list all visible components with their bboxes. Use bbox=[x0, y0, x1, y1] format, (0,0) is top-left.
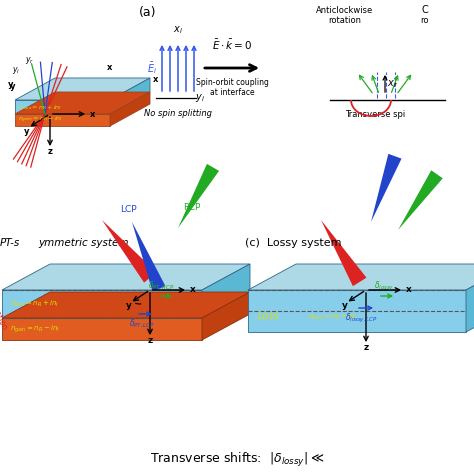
Text: z: z bbox=[364, 343, 369, 352]
Text: $y_i$: $y_i$ bbox=[195, 92, 205, 104]
Text: PT-polarization: PT-polarization bbox=[0, 276, 8, 332]
Text: PT-s: PT-s bbox=[0, 238, 20, 248]
Polygon shape bbox=[2, 290, 202, 318]
Text: x: x bbox=[107, 63, 112, 72]
Text: y: y bbox=[8, 80, 13, 89]
Text: (c)  Lossy system: (c) Lossy system bbox=[245, 238, 341, 248]
Text: $\delta_{lossy,LCP}$: $\delta_{lossy,LCP}$ bbox=[345, 311, 377, 325]
Text: RCP: RCP bbox=[183, 203, 201, 212]
Polygon shape bbox=[110, 78, 150, 114]
Text: ymmetric system: ymmetric system bbox=[38, 238, 128, 248]
Text: ro: ro bbox=[421, 16, 429, 25]
Polygon shape bbox=[2, 264, 250, 290]
Text: z: z bbox=[47, 147, 53, 156]
Text: $n_{gain}=n_R-in_I$: $n_{gain}=n_R-in_I$ bbox=[10, 324, 60, 335]
Polygon shape bbox=[2, 292, 250, 318]
Polygon shape bbox=[2, 318, 202, 340]
Text: $\delta_{lossy}$: $\delta_{lossy}$ bbox=[374, 280, 394, 292]
Text: z: z bbox=[147, 336, 153, 345]
Polygon shape bbox=[15, 92, 150, 114]
Text: $y_i$: $y_i$ bbox=[12, 65, 20, 76]
Polygon shape bbox=[15, 100, 110, 114]
Text: Transverse shifts:  $|\delta_{lossy}| \ll$: Transverse shifts: $|\delta_{lossy}| \ll… bbox=[150, 451, 324, 469]
Text: $x_i$: $x_i$ bbox=[173, 24, 183, 36]
Text: LCP: LCP bbox=[120, 206, 137, 215]
Text: $\bar{E}_i$: $\bar{E}_i$ bbox=[147, 60, 157, 76]
Text: No spin splitting: No spin splitting bbox=[144, 109, 212, 118]
Text: $\delta_{PT,LCP}$: $\delta_{PT,LCP}$ bbox=[129, 318, 155, 330]
Polygon shape bbox=[132, 222, 165, 292]
Text: $y_r$: $y_r$ bbox=[25, 55, 34, 66]
Text: Loss: Loss bbox=[258, 311, 280, 321]
Polygon shape bbox=[321, 220, 366, 286]
Polygon shape bbox=[248, 290, 466, 332]
Polygon shape bbox=[102, 220, 156, 283]
Text: x: x bbox=[90, 109, 95, 118]
Text: x: x bbox=[190, 285, 196, 294]
Polygon shape bbox=[202, 292, 250, 340]
Text: y: y bbox=[24, 127, 29, 136]
Text: $\delta_{PT,RCP}$: $\delta_{PT,RCP}$ bbox=[148, 280, 174, 292]
Text: rotation: rotation bbox=[328, 16, 362, 25]
Text: $n_{gain}=n_R-in_I$: $n_{gain}=n_R-in_I$ bbox=[18, 115, 63, 125]
Polygon shape bbox=[202, 264, 250, 318]
Text: $n_{loss}=n_R+in_I$: $n_{loss}=n_R+in_I$ bbox=[10, 299, 59, 309]
Text: at interface: at interface bbox=[210, 88, 255, 97]
Polygon shape bbox=[466, 264, 474, 332]
Polygon shape bbox=[178, 164, 219, 228]
Text: y: y bbox=[10, 82, 16, 91]
Text: Spin-orbit coupling: Spin-orbit coupling bbox=[196, 78, 268, 86]
Polygon shape bbox=[15, 78, 150, 100]
Text: (a): (a) bbox=[139, 6, 157, 18]
Text: x: x bbox=[406, 285, 412, 294]
Polygon shape bbox=[110, 92, 150, 126]
Text: $n_{loss}=n_R+in_I$: $n_{loss}=n_R+in_I$ bbox=[18, 103, 62, 112]
Text: $x_r$: $x_r$ bbox=[387, 78, 399, 90]
Polygon shape bbox=[248, 264, 474, 290]
Polygon shape bbox=[371, 154, 401, 222]
Text: Anticlockwise: Anticlockwise bbox=[316, 6, 374, 15]
Polygon shape bbox=[15, 114, 110, 126]
Text: $\bar{E}\cdot\bar{k}=0$: $\bar{E}\cdot\bar{k}=0$ bbox=[212, 38, 252, 52]
Text: Transverse spi: Transverse spi bbox=[345, 109, 405, 118]
Text: y: y bbox=[342, 301, 348, 310]
Text: y: y bbox=[126, 301, 132, 310]
Polygon shape bbox=[398, 170, 443, 230]
Text: $n_{loss}=n_R+in_I$: $n_{loss}=n_R+in_I$ bbox=[308, 312, 357, 322]
Text: x: x bbox=[153, 75, 158, 84]
Text: C: C bbox=[422, 5, 428, 15]
